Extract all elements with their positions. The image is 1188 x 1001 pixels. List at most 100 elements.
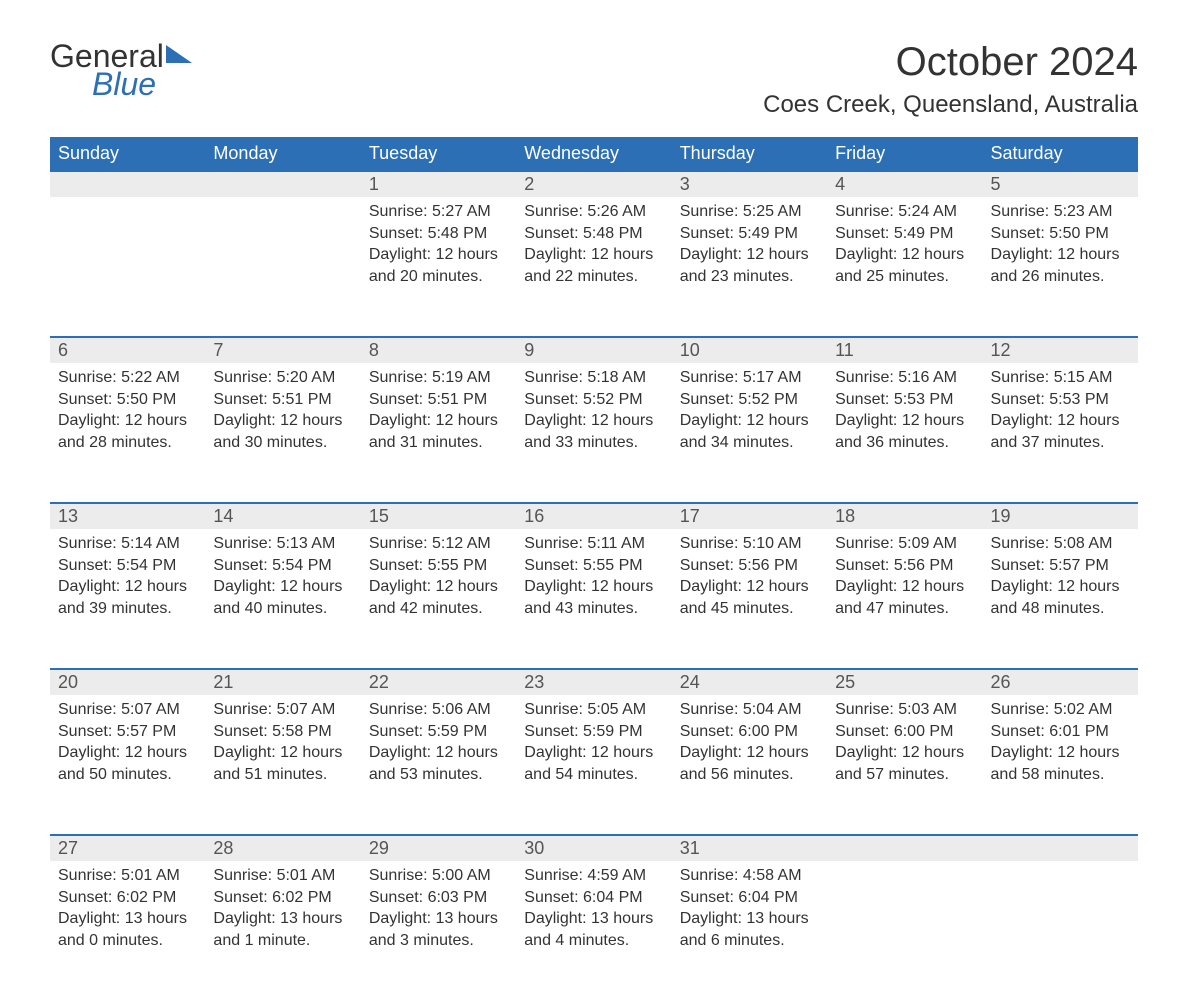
label-sunrise: Sunrise: [680, 867, 739, 884]
weekday-header: Sunday [50, 137, 205, 171]
day-number-cell: 21 [205, 669, 360, 695]
label-daylight: Daylight: [369, 910, 431, 927]
value-sunset: 6:00 PM [894, 723, 954, 740]
day-number-cell: 20 [50, 669, 205, 695]
label-sunrise: Sunrise: [524, 535, 583, 552]
day-data-row: Sunrise: 5:14 AMSunset: 5:54 PMDaylight:… [50, 529, 1138, 669]
value-sunrise: 5:06 AM [432, 701, 491, 718]
day-number-cell: 8 [361, 337, 516, 363]
header: General Blue October 2024 Coes Creek, Qu… [50, 40, 1138, 119]
day-data-cell [205, 197, 360, 337]
label-daylight: Daylight: [213, 412, 275, 429]
day-data-cell: Sunrise: 5:00 AMSunset: 6:03 PMDaylight:… [361, 861, 516, 1001]
day-data-cell: Sunrise: 5:26 AMSunset: 5:48 PMDaylight:… [516, 197, 671, 337]
label-sunset: Sunset: [369, 557, 423, 574]
day-data-cell: Sunrise: 5:24 AMSunset: 5:49 PMDaylight:… [827, 197, 982, 337]
label-sunrise: Sunrise: [991, 701, 1050, 718]
day-data-cell: Sunrise: 5:09 AMSunset: 5:56 PMDaylight:… [827, 529, 982, 669]
label-daylight: Daylight: [991, 744, 1053, 761]
value-sunset: 6:04 PM [738, 889, 798, 906]
day-data-cell: Sunrise: 5:15 AMSunset: 5:53 PMDaylight:… [983, 363, 1138, 503]
value-sunrise: 5:01 AM [121, 867, 180, 884]
day-number-cell: 9 [516, 337, 671, 363]
day-number-cell: 31 [672, 835, 827, 861]
value-sunrise: 5:05 AM [587, 701, 646, 718]
value-sunrise: 5:16 AM [898, 369, 957, 386]
label-sunrise: Sunrise: [524, 867, 583, 884]
value-sunset: 5:53 PM [894, 391, 954, 408]
label-sunset: Sunset: [680, 225, 734, 242]
day-number-cell [50, 171, 205, 197]
value-sunset: 5:51 PM [428, 391, 488, 408]
day-number-cell: 11 [827, 337, 982, 363]
label-daylight: Daylight: [991, 578, 1053, 595]
value-sunrise: 5:25 AM [743, 203, 802, 220]
value-sunset: 5:49 PM [894, 225, 954, 242]
label-sunrise: Sunrise: [680, 369, 739, 386]
value-sunset: 5:51 PM [272, 391, 332, 408]
label-daylight: Daylight: [369, 578, 431, 595]
day-data-cell: Sunrise: 4:58 AMSunset: 6:04 PMDaylight:… [672, 861, 827, 1001]
label-sunset: Sunset: [835, 557, 889, 574]
label-sunset: Sunset: [680, 723, 734, 740]
day-data-cell: Sunrise: 5:06 AMSunset: 5:59 PMDaylight:… [361, 695, 516, 835]
value-sunrise: 5:26 AM [587, 203, 646, 220]
label-sunset: Sunset: [369, 391, 423, 408]
weekday-header-row: SundayMondayTuesdayWednesdayThursdayFrid… [50, 137, 1138, 171]
label-sunset: Sunset: [369, 225, 423, 242]
day-number-row: 20212223242526 [50, 669, 1138, 695]
day-number-cell: 30 [516, 835, 671, 861]
day-number-row: 13141516171819 [50, 503, 1138, 529]
day-data-cell [983, 861, 1138, 1001]
value-sunset: 5:48 PM [428, 225, 488, 242]
day-number-row: 2728293031 [50, 835, 1138, 861]
label-sunrise: Sunrise: [369, 203, 428, 220]
label-sunset: Sunset: [524, 889, 578, 906]
weekday-header: Tuesday [361, 137, 516, 171]
value-sunrise: 5:10 AM [743, 535, 802, 552]
day-number-cell: 4 [827, 171, 982, 197]
weekday-header: Wednesday [516, 137, 671, 171]
label-sunrise: Sunrise: [369, 867, 428, 884]
day-number-cell: 7 [205, 337, 360, 363]
label-daylight: Daylight: [991, 412, 1053, 429]
value-sunset: 5:59 PM [428, 723, 488, 740]
value-sunset: 6:03 PM [428, 889, 488, 906]
label-sunset: Sunset: [835, 391, 889, 408]
value-sunrise: 5:22 AM [121, 369, 180, 386]
label-daylight: Daylight: [835, 744, 897, 761]
label-sunset: Sunset: [991, 723, 1045, 740]
day-number-cell: 26 [983, 669, 1138, 695]
title-block: October 2024 Coes Creek, Queensland, Aus… [763, 40, 1138, 119]
day-number-cell: 25 [827, 669, 982, 695]
label-daylight: Daylight: [58, 744, 120, 761]
label-sunset: Sunset: [213, 391, 267, 408]
day-number-cell: 23 [516, 669, 671, 695]
day-data-row: Sunrise: 5:07 AMSunset: 5:57 PMDaylight:… [50, 695, 1138, 835]
label-sunrise: Sunrise: [991, 535, 1050, 552]
label-sunset: Sunset: [991, 391, 1045, 408]
value-sunrise: 5:20 AM [277, 369, 336, 386]
label-sunset: Sunset: [58, 391, 112, 408]
day-data-cell: Sunrise: 5:03 AMSunset: 6:00 PMDaylight:… [827, 695, 982, 835]
value-sunrise: 5:11 AM [587, 535, 645, 552]
value-sunrise: 5:24 AM [898, 203, 957, 220]
day-data-cell: Sunrise: 5:05 AMSunset: 5:59 PMDaylight:… [516, 695, 671, 835]
label-sunrise: Sunrise: [835, 369, 894, 386]
value-sunrise: 5:04 AM [743, 701, 802, 718]
day-data-cell: Sunrise: 5:01 AMSunset: 6:02 PMDaylight:… [205, 861, 360, 1001]
value-sunset: 6:04 PM [583, 889, 643, 906]
label-daylight: Daylight: [835, 578, 897, 595]
value-sunset: 6:02 PM [117, 889, 177, 906]
value-sunrise: 5:15 AM [1054, 369, 1113, 386]
day-number-cell: 13 [50, 503, 205, 529]
value-sunset: 5:50 PM [1049, 225, 1109, 242]
day-data-cell: Sunrise: 5:04 AMSunset: 6:00 PMDaylight:… [672, 695, 827, 835]
value-sunrise: 5:13 AM [277, 535, 336, 552]
day-data-cell: Sunrise: 5:19 AMSunset: 5:51 PMDaylight:… [361, 363, 516, 503]
label-daylight: Daylight: [213, 744, 275, 761]
value-sunset: 5:59 PM [583, 723, 643, 740]
day-data-cell: Sunrise: 5:25 AMSunset: 5:49 PMDaylight:… [672, 197, 827, 337]
weekday-header: Friday [827, 137, 982, 171]
day-number-cell [827, 835, 982, 861]
